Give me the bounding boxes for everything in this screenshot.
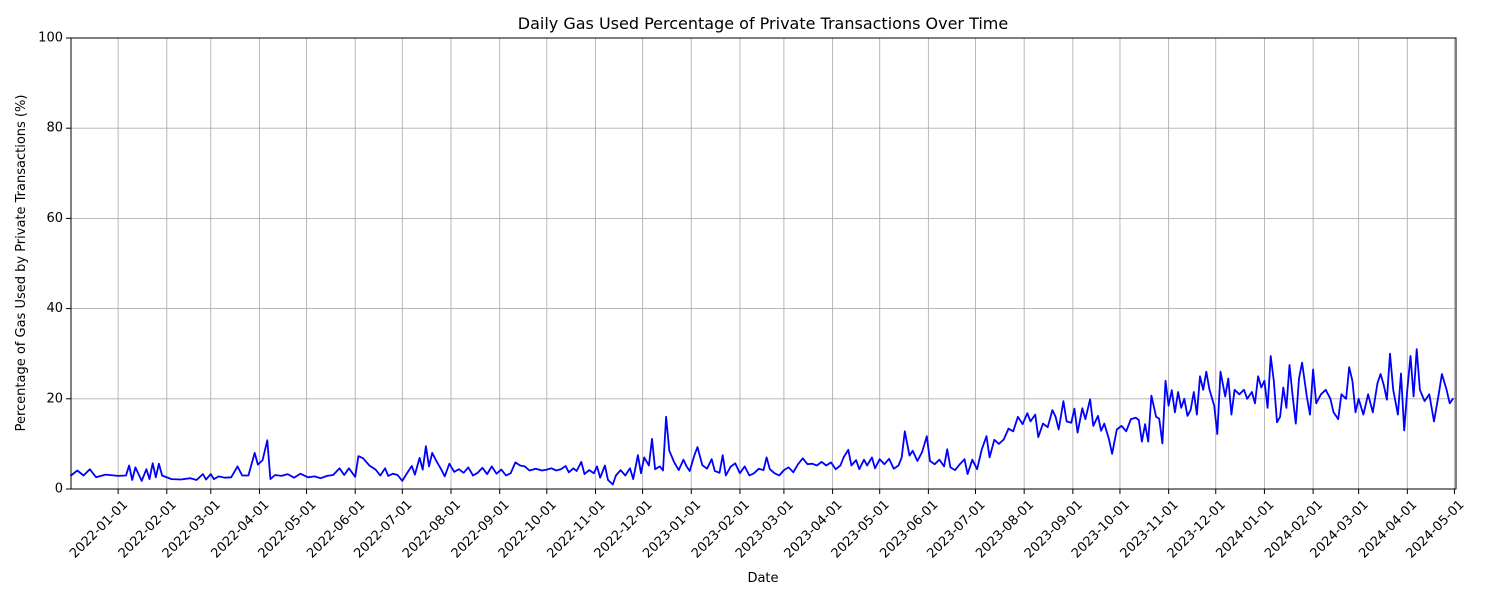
grid (71, 37, 1456, 490)
x-axis-label: Date (747, 571, 778, 586)
y-tick-label: 20 (46, 391, 63, 406)
y-tick-label: 40 (46, 301, 63, 316)
series-layer (70, 348, 1454, 486)
y-tick-label: 100 (38, 31, 63, 46)
series-line (70, 348, 1454, 486)
chart-title: Daily Gas Used Percentage of Private Tra… (518, 14, 1008, 33)
plot-frame (70, 37, 1457, 490)
y-tick-label: 80 (46, 121, 63, 136)
y-tick-label: 60 (46, 211, 63, 226)
y-axis-ticks: 0 20 40 60 80 100 (38, 31, 71, 497)
y-axis-label: Percentage of Gas Used by Private Transa… (14, 95, 29, 432)
axes (70, 37, 1457, 490)
y-tick-label: 0 (55, 482, 63, 497)
x-axis-ticks: 2022-01-012022-02-012022-03-012022-04-01… (67, 489, 1467, 561)
